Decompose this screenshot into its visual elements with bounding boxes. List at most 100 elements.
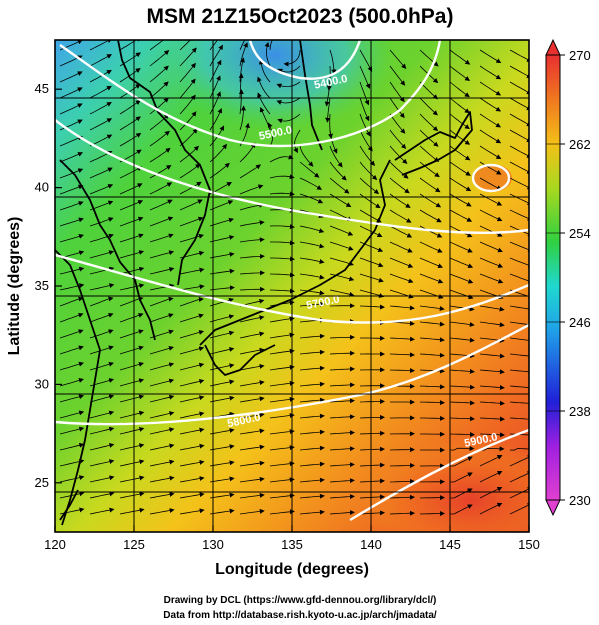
colorbar-tick-label: 254 [569, 226, 591, 241]
streamline-arrow [389, 352, 415, 358]
streamline-arrow [269, 380, 295, 387]
streamline-arrow [479, 446, 505, 452]
streamline-arrow [264, 41, 271, 67]
streamline-arrow [509, 113, 529, 127]
streamline-arrow [299, 177, 323, 190]
streamline-arrow [269, 332, 295, 339]
streamline-arrow [269, 396, 295, 403]
streamline-arrow [389, 257, 414, 268]
streamline-arrow [389, 113, 406, 134]
y-tick-label: 40 [35, 180, 49, 195]
streamline-arrow [329, 478, 355, 484]
streamline-arrow [299, 145, 314, 167]
streamline-arrow [509, 65, 529, 79]
streamline-arrow [258, 59, 271, 83]
streamline-arrow [389, 368, 415, 373]
streamline-arrow [239, 237, 265, 243]
streamline-arrow [149, 491, 175, 499]
gridlines [55, 40, 529, 532]
streamline-arrow [449, 337, 475, 343]
streamline-arrow [239, 363, 265, 371]
streamline-arrow [239, 164, 262, 179]
streamline-arrow [59, 87, 83, 99]
streamline-arrow [299, 461, 325, 467]
streamline-arrow [449, 384, 475, 390]
streamline-arrow [89, 54, 112, 67]
streamline-arrow [59, 345, 84, 355]
streamline-arrow [179, 233, 204, 243]
streamline-arrow [149, 130, 170, 147]
coast-taiwan [59, 489, 79, 521]
streamline-arrow [89, 312, 114, 323]
streamline-arrow [119, 345, 144, 355]
streamline-arrow [479, 455, 503, 467]
streamline-arrow [449, 129, 471, 145]
streamline-arrow [449, 289, 474, 300]
streamline-arrow [299, 257, 325, 264]
streamline-arrow [89, 345, 114, 355]
streamline-arrow [509, 417, 529, 420]
streamline-arrow [179, 284, 205, 291]
streamline-arrow [119, 475, 145, 483]
streamline-arrow [209, 200, 234, 211]
streamline-arrow [239, 142, 256, 163]
y-tick-label: 35 [35, 278, 49, 293]
streamline-arrow [89, 426, 115, 435]
streamline-arrow [239, 412, 265, 419]
streamline-arrow [269, 348, 295, 355]
y-tick-label: 45 [35, 81, 49, 96]
streamline-arrow [509, 369, 529, 373]
contour-5700 [55, 253, 529, 324]
streamline-arrow [119, 183, 143, 195]
height-contours [55, 40, 529, 522]
streamline-arrow [179, 40, 191, 51]
streamline-arrow [449, 368, 475, 374]
credit-data: Data from http://database.rish.kyoto-u.a… [163, 610, 437, 621]
streamline-arrow [179, 508, 205, 515]
streamline-arrow [239, 331, 265, 339]
streamline-arrow [239, 40, 246, 51]
streamline-arrow [389, 478, 415, 484]
streamline-arrow [479, 432, 505, 438]
streamline-arrow [89, 442, 115, 451]
x-axis-ticks: 120 125 130 135 140 145 150 [44, 525, 540, 552]
streamline-arrow [59, 103, 83, 115]
streamline-arrow [449, 432, 475, 437]
streamline-arrow [419, 145, 440, 162]
streamline-arrow [149, 378, 175, 387]
streamline-arrow [209, 476, 235, 483]
streamline-arrow [119, 378, 145, 387]
streamline-arrow [239, 476, 265, 483]
streamline-arrow [209, 297, 234, 307]
streamline-arrow [239, 396, 265, 403]
streamline-arrow [389, 463, 415, 468]
streamline-arrow [359, 510, 385, 516]
streamline-arrow [269, 364, 295, 371]
streamline-arrow [449, 97, 470, 114]
streamline-arrow [89, 217, 114, 227]
coast-continent [117, 40, 211, 286]
streamline-arrow [119, 296, 144, 307]
streamline-arrow [269, 191, 295, 197]
streamline-arrow [389, 193, 411, 208]
streamline-arrow [89, 184, 114, 195]
streamline-arrow [119, 216, 144, 227]
streamline-arrow [509, 487, 529, 499]
contour-5500 [59, 40, 442, 148]
streamline-arrow [119, 410, 145, 419]
y-tick-label: 25 [35, 475, 49, 490]
y-axis-ticks: 25 30 35 40 45 [35, 81, 62, 490]
streamline-arrow [329, 414, 355, 420]
streamline-arrow [449, 145, 471, 161]
x-tick-label: 140 [360, 537, 382, 552]
streamline-arrow [389, 209, 412, 223]
streamline-arrow [450, 504, 473, 515]
streamline-arrow [419, 257, 444, 269]
streamline-arrow [419, 241, 443, 253]
streamline-arrow [359, 145, 376, 166]
streamline-arrow [89, 69, 112, 83]
streamline-arrow [509, 471, 529, 483]
colorbar-ticks: 270 262 254 246 238 230 [546, 48, 591, 508]
streamline-arrow [119, 507, 145, 515]
